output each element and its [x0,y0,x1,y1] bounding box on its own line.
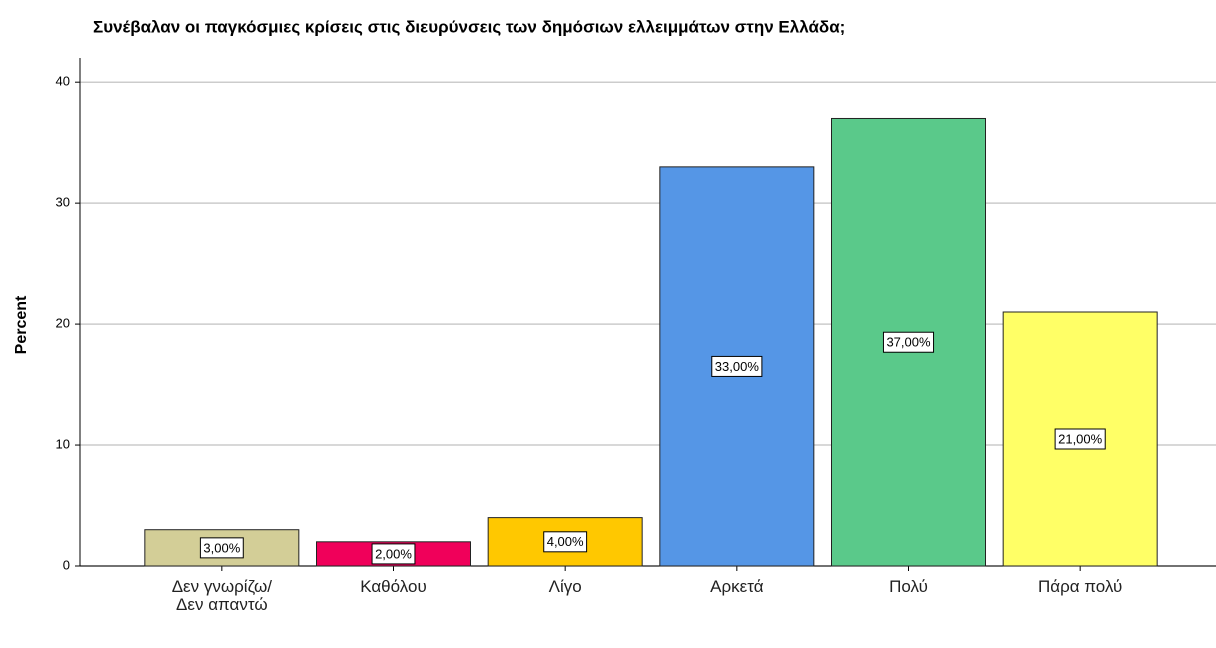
value-label-box [371,543,416,565]
value-label: 33,00% [715,359,760,374]
x-tick-label: Αρκετά [710,577,764,596]
y-tick-label: 30 [56,195,70,210]
y-tick-label: 0 [63,557,70,572]
y-axis-label: Percent [13,295,30,354]
y-tick-label: 10 [56,436,70,451]
value-label: 21,00% [1058,431,1103,446]
x-tick-label: Πολύ [889,577,928,596]
chart-title: Συνέβαλαν οι παγκόσμιες κρίσεις στις διε… [93,17,845,36]
value-label: 37,00% [886,335,931,350]
x-tick-label: Πάρα πολύ [1037,577,1123,596]
x-tick-label: Λίγο [548,577,582,596]
value-label: 3,00% [203,540,240,555]
value-label: 2,00% [375,546,412,561]
y-tick-label: 20 [56,316,70,331]
value-label-box [711,355,763,377]
x-tick-label: Δεν γνωρίζω/Δεν απαντώ [171,577,272,614]
value-label-box [1054,428,1106,450]
y-tick-label: 40 [56,74,70,89]
value-label-box [199,537,244,559]
x-tick-label: Καθόλου [360,577,427,596]
value-label: 4,00% [547,534,584,549]
value-label-box [543,531,588,553]
value-label-box [882,331,935,353]
